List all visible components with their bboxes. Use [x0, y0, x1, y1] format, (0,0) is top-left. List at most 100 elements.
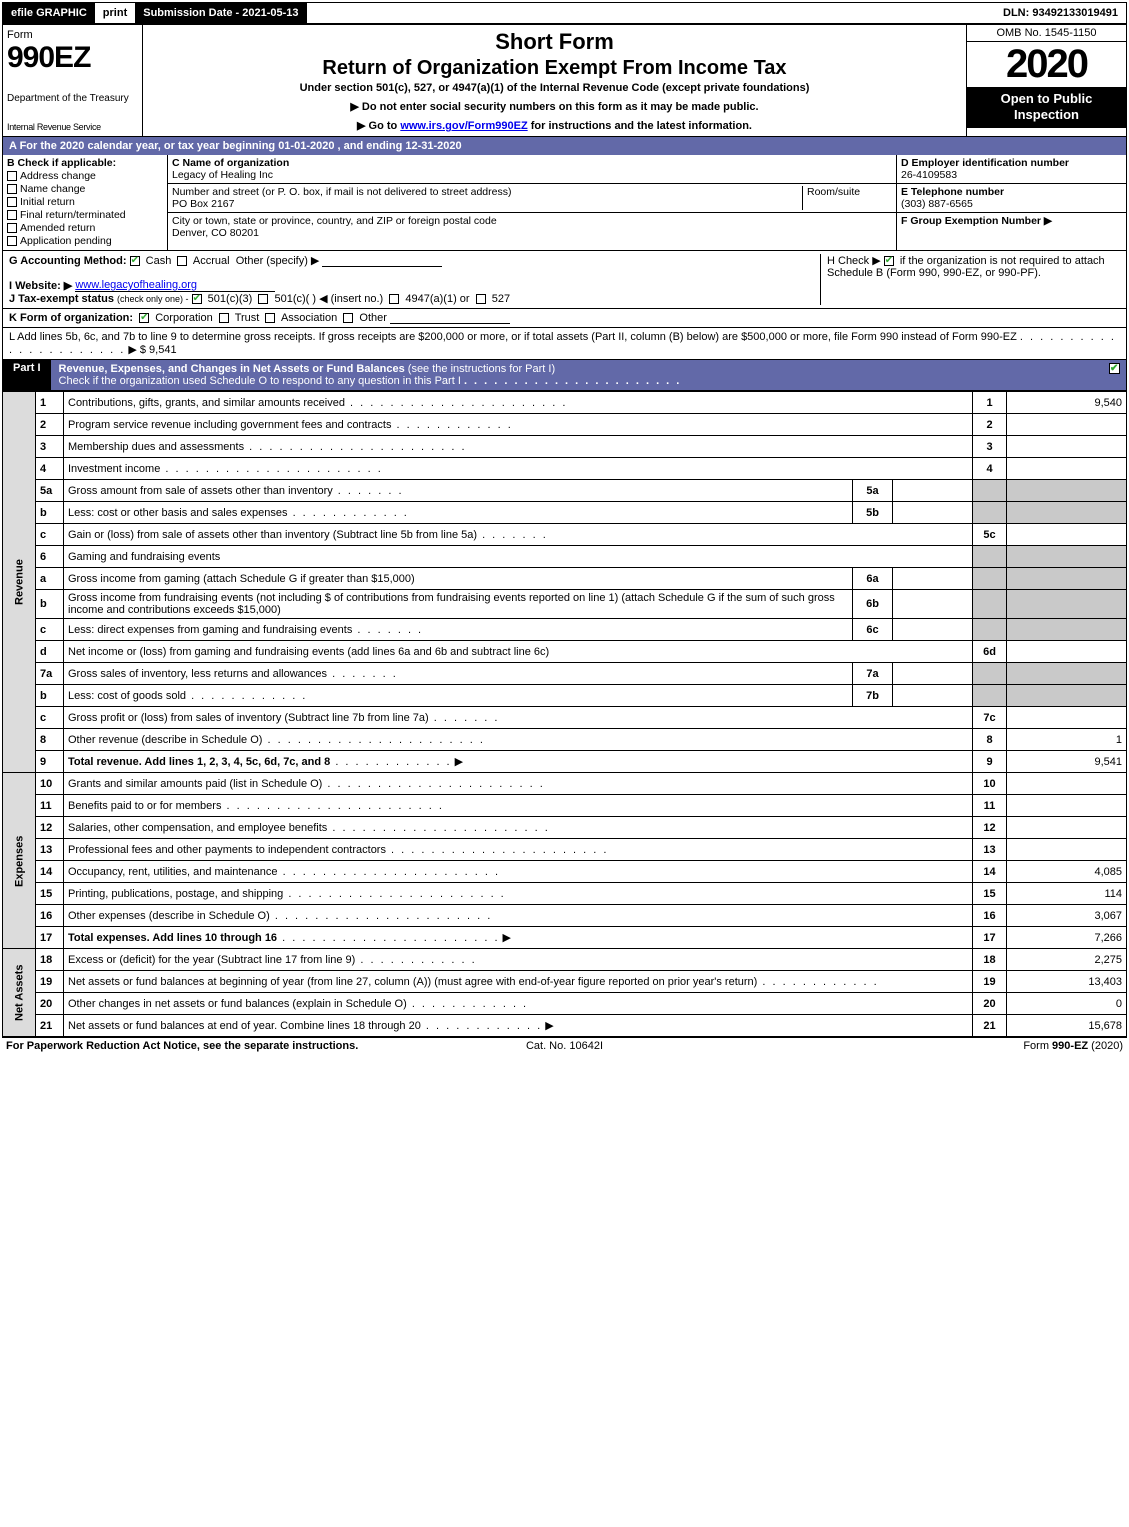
- amt-8: 1: [1007, 729, 1127, 751]
- form-ref: 990-EZ: [1052, 1040, 1088, 1052]
- c-addr-label: Number and street (or P. O. box, if mail…: [172, 186, 511, 198]
- chk-association[interactable]: [265, 313, 275, 323]
- top-bar: efile GRAPHIC print Submission Date - 20…: [2, 2, 1127, 24]
- g-label: G Accounting Method:: [9, 255, 127, 267]
- e-tel-label: E Telephone number: [901, 186, 1004, 198]
- expenses-side-label: Expenses: [3, 773, 36, 949]
- amt-5c: [1007, 524, 1127, 546]
- title-return: Return of Organization Exempt From Incom…: [149, 57, 960, 80]
- paperwork-notice: For Paperwork Reduction Act Notice, see …: [6, 1040, 358, 1052]
- line-l: L Add lines 5b, 6c, and 7b to line 9 to …: [2, 328, 1127, 360]
- amt-4: [1007, 458, 1127, 480]
- form-header: Form 990EZ Department of the Treasury In…: [2, 24, 1127, 137]
- part-i-note: (see the instructions for Part I): [408, 363, 555, 375]
- amt-2: [1007, 414, 1127, 436]
- amt-14: 4,085: [1007, 861, 1127, 883]
- website-link[interactable]: www.legacyofhealing.org: [75, 279, 275, 292]
- chk-schedule-o-part-i[interactable]: [1109, 363, 1120, 374]
- part-i-tag: Part I: [3, 360, 51, 390]
- chk-initial-return[interactable]: Initial return: [7, 196, 163, 208]
- page-footer: For Paperwork Reduction Act Notice, see …: [2, 1037, 1127, 1054]
- chk-other-org[interactable]: [343, 313, 353, 323]
- f-group-label: F Group Exemption Number ▶: [901, 215, 1052, 227]
- efile-button[interactable]: efile GRAPHIC: [3, 3, 95, 23]
- line-k: K Form of organization: Corporation Trus…: [2, 309, 1127, 328]
- form-ref-prefix: Form: [1023, 1040, 1052, 1052]
- submission-date: Submission Date - 2021-05-13: [135, 3, 306, 23]
- ein-value: 26-4109583: [901, 169, 957, 181]
- arrow-icon: [542, 1020, 556, 1032]
- chk-amended-return[interactable]: Amended return: [7, 222, 163, 234]
- chk-final-return[interactable]: Final return/terminated: [7, 209, 163, 221]
- amt-11: [1007, 795, 1127, 817]
- title-short-form: Short Form: [149, 29, 960, 55]
- section-b-to-f: B Check if applicable: Address change Na…: [2, 155, 1127, 251]
- irs-form-link[interactable]: www.irs.gov/Form990EZ: [400, 120, 527, 132]
- arrow-icon: [500, 932, 514, 944]
- form-label: Form: [7, 29, 138, 41]
- amt-10: [1007, 773, 1127, 795]
- dln: DLN: 93492133019491: [995, 3, 1126, 23]
- cat-no: Cat. No. 10642I: [378, 1040, 750, 1052]
- amt-17: 7,266: [1007, 927, 1127, 949]
- other-method-input[interactable]: [322, 266, 442, 267]
- col-b-title: B Check if applicable:: [7, 157, 116, 169]
- chk-cash[interactable]: [130, 256, 140, 266]
- amt-1: 9,540: [1007, 392, 1127, 414]
- amt-13: [1007, 839, 1127, 861]
- form-number: 990EZ: [7, 41, 138, 75]
- chk-trust[interactable]: [219, 313, 229, 323]
- org-city: Denver, CO 80201: [172, 227, 259, 239]
- l-text: L Add lines 5b, 6c, and 7b to line 9 to …: [9, 331, 1017, 343]
- subval-6b: [893, 590, 973, 619]
- subval-6c: [893, 619, 973, 641]
- chk-accrual[interactable]: [177, 256, 187, 266]
- chk-address-change[interactable]: Address change: [7, 170, 163, 182]
- chk-application-pending[interactable]: Application pending: [7, 235, 163, 247]
- subval-7b: [893, 685, 973, 707]
- amt-18: 2,275: [1007, 949, 1127, 971]
- irs-label: Internal Revenue Service: [7, 122, 138, 132]
- amt-7c: [1007, 707, 1127, 729]
- chk-527[interactable]: [476, 294, 486, 304]
- chk-501c3[interactable]: [192, 294, 202, 304]
- part-i-title: Revenue, Expenses, and Changes in Net As…: [59, 363, 405, 375]
- omb-number: OMB No. 1545-1150: [967, 25, 1126, 42]
- k-label: K Form of organization:: [9, 312, 133, 324]
- subval-5a: [893, 480, 973, 502]
- note-goto-prefix: ▶ Go to: [357, 120, 400, 132]
- org-name: Legacy of Healing Inc: [172, 169, 273, 181]
- amt-15: 114: [1007, 883, 1127, 905]
- part-i-checktext: Check if the organization used Schedule …: [59, 375, 461, 387]
- amt-6d: [1007, 641, 1127, 663]
- arrow-icon: [452, 756, 466, 768]
- amt-20: 0: [1007, 993, 1127, 1015]
- tel-value: (303) 887-6565: [901, 198, 973, 210]
- subtitle: Under section 501(c), 527, or 4947(a)(1)…: [149, 82, 960, 94]
- subval-7a: [893, 663, 973, 685]
- amt-21: 15,678: [1007, 1015, 1127, 1037]
- note-ssn: ▶ Do not enter social security numbers o…: [149, 100, 960, 113]
- open-to-public: Open to Public Inspection: [967, 87, 1126, 128]
- chk-corporation[interactable]: [139, 313, 149, 323]
- j-label: J Tax-exempt status: [9, 293, 114, 305]
- chk-h[interactable]: [884, 256, 894, 266]
- line-a: A For the 2020 calendar year, or tax yea…: [2, 137, 1127, 155]
- room-suite-label: Room/suite: [807, 186, 860, 198]
- form-ref-suffix: (2020): [1088, 1040, 1123, 1052]
- other-org-input[interactable]: [390, 323, 510, 324]
- amt-19: 13,403: [1007, 971, 1127, 993]
- chk-501c[interactable]: [258, 294, 268, 304]
- d-ein-label: D Employer identification number: [901, 157, 1069, 169]
- amt-12: [1007, 817, 1127, 839]
- print-button[interactable]: print: [95, 3, 135, 23]
- chk-name-change[interactable]: Name change: [7, 183, 163, 195]
- chk-4947[interactable]: [389, 294, 399, 304]
- dept-treasury: Department of the Treasury: [7, 93, 138, 104]
- amt-16: 3,067: [1007, 905, 1127, 927]
- i-label: I Website: ▶: [9, 280, 72, 292]
- org-address: PO Box 2167: [172, 198, 234, 210]
- amt-3: [1007, 436, 1127, 458]
- subval-5b: [893, 502, 973, 524]
- note-goto-suffix: for instructions and the latest informat…: [528, 120, 752, 132]
